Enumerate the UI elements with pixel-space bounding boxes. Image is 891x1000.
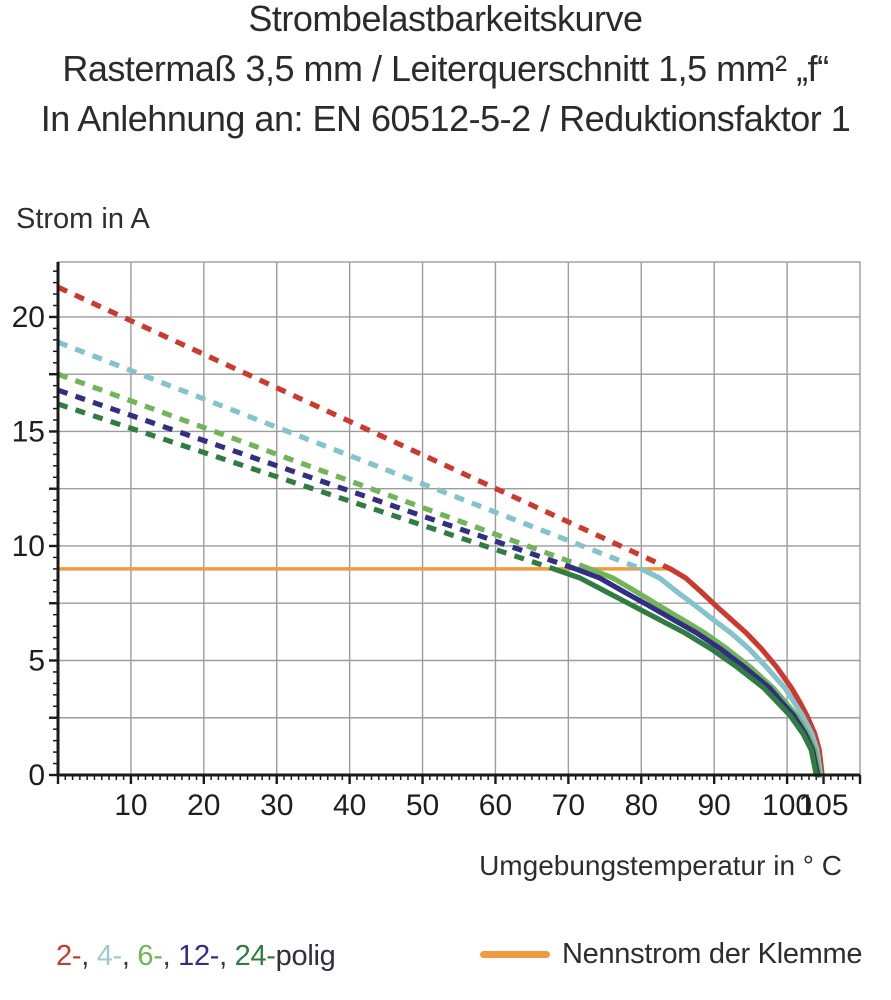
svg-text:10: 10 [12, 530, 45, 563]
y-tick-labels: 0 5 10 15 20 [12, 301, 45, 792]
chart-subtitle: Rastermaß 3,5 mm / Leiterquerschnitt 1,5… [62, 48, 829, 89]
legend-segment: 24- [234, 940, 276, 972]
legend-segment: 2- [56, 940, 82, 972]
poles-legend: 2-, 4-, 6-, 12-, 24-polig [56, 940, 336, 973]
series-6-polig [57, 371, 822, 778]
legend-segment: 6- [137, 940, 163, 972]
legend-segment: , [81, 940, 97, 972]
svg-text:60: 60 [479, 789, 512, 822]
legend-segment: , [219, 940, 235, 972]
chart-title: Strombelastbarkeitskurve [248, 0, 643, 39]
series-2-polig [56, 284, 825, 778]
svg-text:105: 105 [799, 789, 849, 822]
legend-segment: polig [275, 940, 336, 972]
legend-segment: , [121, 940, 138, 972]
svg-text:40: 40 [333, 789, 366, 822]
svg-text:70: 70 [552, 789, 585, 822]
legend-segment: 4- [96, 940, 122, 972]
series-4-polig [57, 339, 824, 778]
chart-standard-note: In Anlehnung an: EN 60512-5-2 / Reduktio… [40, 98, 851, 139]
rated-current-line-swatch [480, 951, 550, 958]
svg-text:30: 30 [260, 789, 293, 822]
chart-header: Strombelastbarkeitskurve Rastermaß 3,5 m… [0, 0, 891, 144]
svg-text:15: 15 [12, 415, 45, 448]
legend-segment: , [162, 940, 179, 972]
svg-text:5: 5 [28, 644, 45, 677]
rated-current-label: Nennstrom der Klemme [562, 938, 863, 970]
svg-text:0: 0 [28, 759, 45, 792]
x-axis-title: Umgebungstemperatur in ° C [479, 850, 842, 881]
y-axis-title: Strom in A [16, 203, 150, 235]
series-24-polig [57, 401, 819, 778]
svg-text:90: 90 [697, 789, 730, 822]
svg-text:20: 20 [187, 789, 220, 822]
svg-text:80: 80 [625, 789, 658, 822]
svg-text:50: 50 [406, 789, 439, 822]
axis-ticks [49, 270, 862, 784]
svg-text:10: 10 [114, 789, 147, 822]
axes [56, 262, 860, 777]
legend-segment: 12- [178, 940, 220, 972]
svg-text:20: 20 [12, 301, 45, 334]
svg-text:100: 100 [762, 789, 812, 822]
